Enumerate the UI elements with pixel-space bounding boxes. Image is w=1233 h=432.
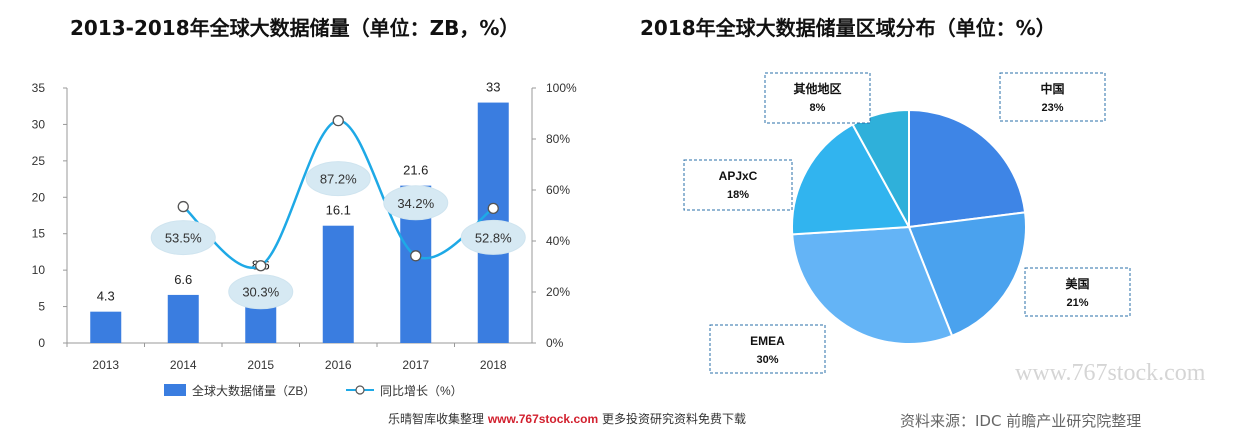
bar-2013: [90, 311, 122, 343]
right-tick-label: 60%: [546, 183, 570, 197]
growth-value-label: 30.3%: [242, 285, 279, 300]
legend-line-label: 同比增长（%）: [380, 384, 463, 398]
growth-label-bubble: [228, 274, 294, 310]
growth-label-bubble: [305, 161, 371, 197]
pie-label-box: [764, 72, 871, 124]
footer-suffix: 更多投资研究资料免费下载: [601, 412, 746, 426]
growth-marker: [177, 200, 189, 213]
left-tick-label: 35: [32, 81, 46, 95]
right-tick-label: 80%: [546, 132, 570, 146]
growth-value-label: 34.2%: [397, 196, 434, 211]
left-tick-label: 20: [32, 190, 46, 204]
left-tick-label: 10: [32, 263, 46, 277]
bar-value-label: 21.6: [403, 163, 428, 178]
bar-value-label: 33: [486, 80, 500, 95]
growth-label-bubble: [460, 219, 526, 255]
pie-slice-中国: [908, 108, 1027, 229]
right-tick-label: 0%: [546, 336, 564, 350]
legend-bar-swatch: [164, 384, 186, 396]
growth-label-bubble: [383, 185, 449, 221]
pie-label-box: [709, 324, 826, 374]
pie-label-box: [1024, 267, 1131, 317]
footer-prefix: 乐晴智库收集整理: [388, 412, 485, 426]
pie-slice-label: EMEA: [750, 334, 785, 348]
growth-marker: [487, 202, 499, 215]
pie-slice-APJxC: [791, 123, 911, 236]
x-tick-label: 2015: [247, 358, 274, 372]
x-tick-label: 2014: [170, 358, 197, 372]
right-chart-title: 2018年全球大数据储量区域分布（单位：%）: [640, 16, 1056, 40]
pie-slice-EMEA: [791, 225, 954, 345]
pie-label-box: [999, 72, 1106, 122]
left-tick-label: 5: [38, 300, 45, 314]
growth-marker: [255, 260, 267, 272]
pie-slice-label: 其他地区: [793, 81, 841, 96]
pie-slice-其他地区: [851, 108, 910, 228]
pie-slice-美国: [907, 211, 1027, 338]
data-source: 资料来源：IDC 前瞻产业研究院整理: [900, 412, 1142, 430]
pie-slice-value: 21%: [1066, 297, 1088, 309]
growth-value-label: 53.5%: [165, 231, 202, 246]
growth-value-label: 52.8%: [475, 230, 512, 245]
pie-slice-value: 23%: [1041, 102, 1063, 114]
bar-value-label: 6.6: [174, 272, 192, 287]
pie-slice-value: 30%: [756, 354, 778, 366]
left-tick-label: 15: [32, 227, 46, 241]
right-tick-label: 40%: [546, 234, 570, 248]
bar-value-label: 4.3: [97, 289, 115, 304]
pie-slice-value: 8%: [810, 102, 826, 114]
pie-slice-label: 美国: [1065, 276, 1089, 291]
left-tick-label: 30: [32, 117, 46, 131]
footer-left: 乐晴智库收集整理 www.767stock.com 更多投资研究资料免费下载: [388, 410, 746, 427]
left-tick-label: 25: [32, 154, 46, 168]
bar-2016: [322, 225, 354, 343]
growth-marker: [410, 250, 422, 262]
bar-2014: [167, 294, 199, 343]
right-tick-label: 20%: [546, 285, 570, 299]
bar-value-label: 16.1: [326, 203, 351, 218]
right-tick-label: 100%: [546, 81, 577, 95]
x-tick-label: 2013: [92, 358, 119, 372]
left-tick-label: 0: [38, 336, 45, 350]
growth-label-bubble: [150, 220, 216, 256]
footer-url[interactable]: www.767stock.com: [487, 412, 599, 426]
x-tick-label: 2018: [480, 358, 507, 372]
left-chart-title: 2013-2018年全球大数据储量（单位：ZB，%）: [70, 16, 520, 40]
watermark: www.767stock.com: [1015, 360, 1206, 386]
legend-bar-label: 全球大数据储量（ZB）: [192, 383, 315, 398]
growth-value-label: 87.2%: [320, 172, 357, 187]
x-tick-label: 2017: [402, 358, 429, 372]
pie-slice-label: 中国: [1040, 81, 1064, 96]
x-tick-label: 2016: [325, 358, 352, 372]
growth-marker: [332, 114, 344, 127]
legend-line-marker: [355, 385, 365, 395]
pie-label-box: [683, 159, 793, 211]
pie-slice-value: 18%: [727, 189, 749, 201]
pie-slice-label: APJxC: [719, 169, 758, 183]
